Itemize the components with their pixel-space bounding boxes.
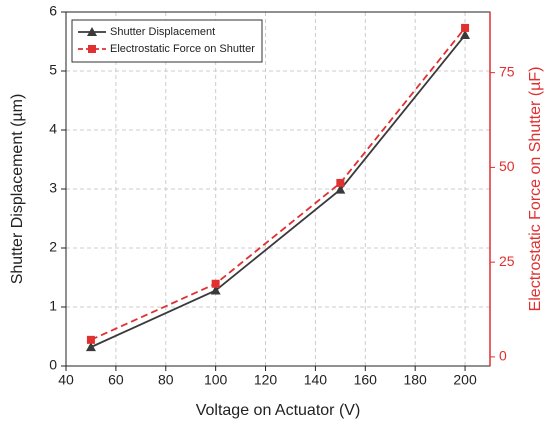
marker [461, 23, 470, 32]
y-tick-label: 3 [49, 180, 57, 196]
marker [211, 279, 220, 288]
marker [86, 335, 95, 344]
legend-marker [88, 45, 96, 53]
y-tick-label: 2 [49, 239, 57, 255]
x-tick-label: 100 [204, 372, 228, 388]
x-tick-label: 120 [254, 372, 278, 388]
marker [335, 184, 346, 194]
x-tick-label: 40 [58, 372, 74, 388]
x-tick-label: 80 [158, 372, 174, 388]
y-tick-label: 4 [49, 121, 57, 137]
y-tick-label: 1 [49, 298, 57, 314]
y2-tick-label: 25 [499, 253, 515, 269]
legend-label: Electrostatic Force on Shutter [110, 43, 255, 55]
marker [336, 178, 345, 187]
marker [460, 30, 471, 40]
legend-label: Shutter Displacement [110, 26, 215, 38]
marker [210, 285, 221, 295]
x-tick-label: 140 [304, 372, 328, 388]
x-tick-label: 160 [354, 372, 378, 388]
x-axis-title: Voltage on Actuator (V) [196, 402, 361, 419]
y2-axis-title: Electrostatic Force on Shutter (µF) [527, 67, 544, 312]
y-tick-label: 0 [49, 357, 57, 373]
y2-tick-label: 0 [499, 348, 507, 364]
y2-tick-label: 75 [499, 63, 515, 79]
y2-tick-label: 50 [499, 158, 515, 174]
y-tick-label: 5 [49, 62, 57, 78]
legend-marker [87, 27, 97, 36]
series-line [90, 34, 466, 348]
series-line [90, 27, 466, 341]
x-tick-label: 200 [453, 372, 477, 388]
y-tick-label: 6 [49, 3, 57, 19]
y-axis-title: Shutter Displacement (µm) [9, 94, 26, 285]
legend-box [71, 19, 263, 63]
x-tick-label: 180 [403, 372, 427, 388]
marker [85, 342, 96, 352]
x-tick-label: 60 [108, 372, 124, 388]
